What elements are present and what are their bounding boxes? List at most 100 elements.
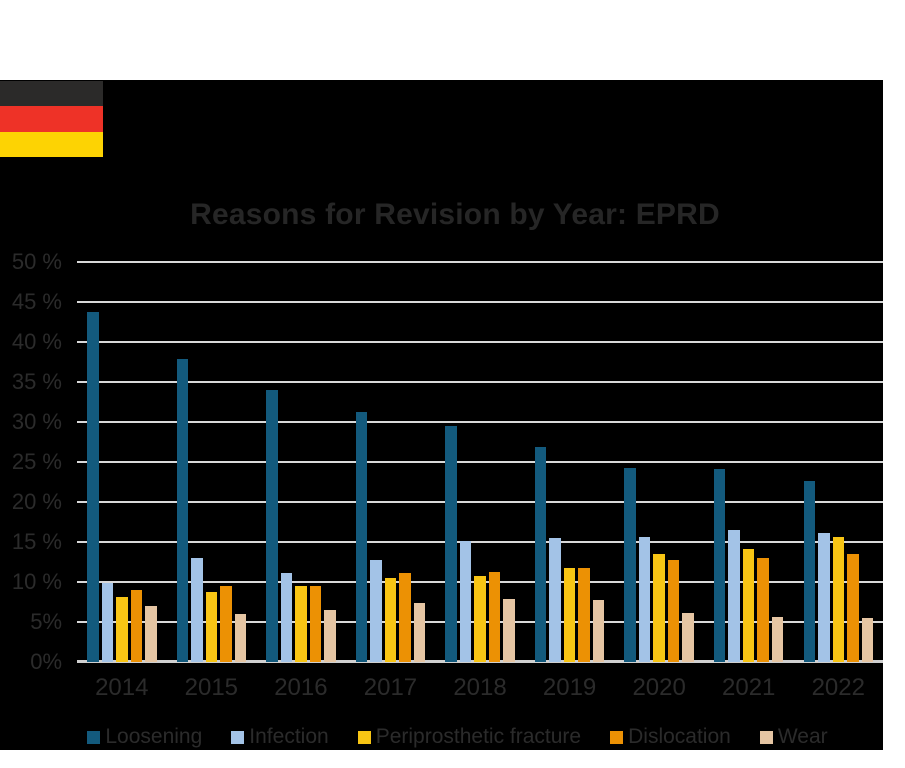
bar-periprosthetic-fracture-2015	[205, 592, 218, 662]
bar-wear-2019	[592, 599, 605, 662]
x-tick-label-2014: 2014	[95, 674, 149, 701]
legend-label-infection: Infection	[249, 725, 329, 748]
x-tick-label-2021: 2021	[722, 674, 776, 701]
bar-loosening-2014	[87, 311, 99, 662]
legend-swatch-infection	[231, 730, 245, 744]
germany-flag-stripe-1	[0, 106, 103, 132]
legend-label-wear: Wear	[777, 725, 828, 748]
bar-group-2016	[256, 262, 346, 662]
y-tick-label-5: 5%	[30, 609, 62, 634]
y-tick-label-25: 25 %	[11, 449, 62, 474]
bar-periprosthetic-fracture-2019	[563, 567, 576, 662]
bar-loosening-2019	[534, 446, 547, 662]
bar-group-2017	[346, 262, 436, 662]
legend-item-loosening: Loosening	[87, 725, 202, 749]
bar-group-2022	[794, 262, 884, 662]
legend-item-dislocation: Dislocation	[610, 725, 731, 749]
bar-dislocation-2019	[578, 568, 590, 662]
bar-dislocation-2020	[667, 560, 680, 662]
bar-series	[77, 262, 883, 662]
gridline-30	[77, 421, 883, 423]
gridline-15	[77, 541, 883, 543]
chart-title: Reasons for Revision by Year: EPRD	[190, 198, 720, 231]
y-tick-label-45: 45 %	[11, 289, 62, 314]
bar-loosening-2016	[266, 390, 278, 662]
y-tick-label-50: 50 %	[11, 249, 62, 274]
bar-periprosthetic-fracture-2022	[832, 537, 845, 662]
germany-flag-stripe-2	[0, 131, 103, 157]
bar-infection-2015	[191, 558, 203, 662]
germany-flag-icon	[0, 81, 103, 157]
gridline-20	[77, 501, 883, 503]
legend-swatch-loosening	[87, 730, 101, 744]
bar-loosening-2020	[624, 468, 636, 662]
legend-item-infection: Infection	[231, 725, 329, 749]
bar-infection-2022	[818, 533, 830, 662]
bar-wear-2022	[861, 618, 874, 662]
legend-label-loosening: Loosening	[105, 725, 203, 748]
bar-periprosthetic-fracture-2016	[295, 586, 307, 662]
bar-group-2021	[704, 262, 794, 662]
bar-wear-2015	[234, 614, 247, 662]
gridline-35	[77, 381, 883, 383]
bar-periprosthetic-fracture-2017	[384, 578, 397, 662]
bar-group-2020	[614, 262, 704, 662]
bar-infection-2021	[728, 530, 740, 662]
bar-infection-2014	[101, 582, 114, 662]
bar-dislocation-2018	[488, 571, 501, 662]
y-tick-label-0: 0%	[30, 649, 62, 674]
x-tick-label-2019: 2019	[542, 674, 597, 701]
bar-periprosthetic-fracture-2014	[116, 597, 128, 662]
x-tick-label-2020: 2020	[632, 674, 686, 701]
bar-periprosthetic-fracture-2020	[653, 554, 665, 662]
bar-infection-2019	[549, 538, 561, 662]
bar-group-2019	[525, 262, 615, 662]
legend-label-dislocation: Dislocation	[628, 725, 731, 748]
y-tick-label-30: 30 %	[11, 409, 62, 434]
bar-infection-2016	[280, 573, 293, 662]
legend-item-periprosthetic-fracture: Periprosthetic fracture	[357, 725, 582, 749]
gridline-45	[77, 301, 883, 303]
bar-periprosthetic-fracture-2018	[474, 576, 486, 662]
y-tick-label-20: 20 %	[11, 489, 62, 514]
bar-infection-2017	[370, 560, 382, 662]
legend-swatch-periprosthetic-fracture	[357, 730, 371, 744]
legend-label-periprosthetic-fracture: Periprosthetic fracture	[375, 725, 582, 748]
y-tick-label-10: 10 %	[11, 569, 62, 594]
bar-loosening-2015	[176, 358, 189, 662]
x-axis: 2014 2015 2016 2017 2018 2019 2020 2021 2022	[77, 674, 883, 702]
bar-dislocation-2022	[847, 554, 859, 662]
germany-flag-stripe-0	[0, 81, 103, 107]
bar-loosening-2022	[803, 481, 816, 662]
legend: Loosening Infection Periprosthetic fractur…	[0, 725, 883, 749]
bar-wear-2020	[682, 613, 694, 662]
bar-wear-2021	[771, 617, 784, 662]
bar-dislocation-2014	[130, 590, 143, 662]
x-tick-label-2016: 2016	[274, 674, 328, 701]
bar-group-2014	[77, 262, 167, 662]
legend-swatch-wear	[759, 730, 773, 744]
bar-infection-2018	[459, 541, 472, 662]
plot-area	[77, 261, 883, 663]
legend-swatch-dislocation	[610, 730, 624, 744]
y-tick-label-35: 35 %	[11, 369, 62, 394]
bar-dislocation-2021	[757, 558, 769, 662]
bar-dislocation-2015	[220, 586, 232, 662]
chart-canvas: Reasons for Revision by Year: EPRD 50 % 4…	[0, 80, 883, 750]
bar-wear-2017	[413, 602, 426, 662]
bar-wear-2018	[503, 598, 515, 662]
bar-wear-2016	[324, 610, 336, 662]
x-tick-label-2017: 2017	[363, 674, 418, 701]
bar-loosening-2021	[713, 469, 726, 662]
bar-loosening-2018	[445, 426, 457, 662]
x-tick-label-2015: 2015	[184, 674, 239, 701]
bar-group-2018	[435, 262, 525, 662]
bar-dislocation-2016	[309, 586, 322, 662]
bar-dislocation-2017	[399, 573, 411, 662]
bar-wear-2014	[145, 606, 157, 662]
y-tick-label-40: 40 %	[11, 329, 62, 354]
gridline-50	[77, 261, 883, 263]
bar-group-2015	[167, 262, 257, 662]
x-tick-label-2018: 2018	[453, 674, 507, 701]
